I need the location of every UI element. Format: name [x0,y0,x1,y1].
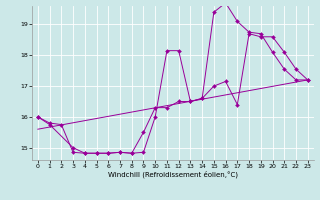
X-axis label: Windchill (Refroidissement éolien,°C): Windchill (Refroidissement éolien,°C) [108,171,238,178]
